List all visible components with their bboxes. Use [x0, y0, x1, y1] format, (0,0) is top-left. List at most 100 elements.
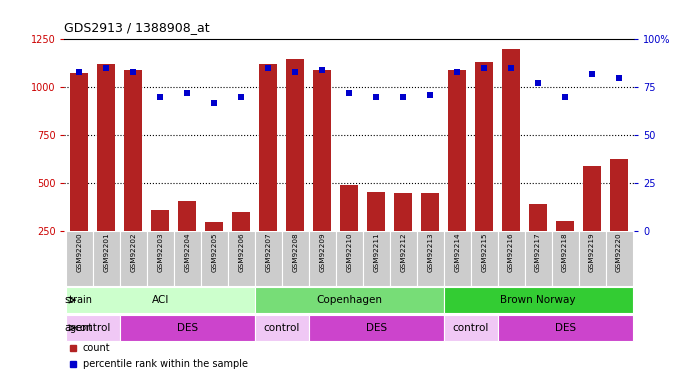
Point [614, 75, 624, 81]
Bar [443, 287, 633, 313]
Point [263, 65, 274, 71]
Bar [228, 231, 255, 286]
Bar [605, 231, 633, 286]
Text: GSM92214: GSM92214 [454, 232, 460, 272]
Text: DES: DES [365, 323, 386, 333]
Point [236, 94, 247, 100]
Bar [66, 315, 120, 340]
Bar [66, 231, 93, 286]
Text: control: control [452, 323, 489, 333]
Text: GSM92217: GSM92217 [535, 232, 541, 272]
Bar [530, 204, 547, 279]
Bar [308, 231, 336, 286]
Text: GSM92216: GSM92216 [508, 232, 514, 272]
Point [155, 94, 165, 100]
Point [371, 94, 382, 100]
Bar [178, 201, 196, 279]
Point [506, 65, 517, 71]
Text: GSM92209: GSM92209 [319, 232, 325, 272]
Bar [367, 192, 385, 279]
Text: GSM92219: GSM92219 [589, 232, 595, 272]
Text: GSM92205: GSM92205 [212, 232, 217, 272]
Bar [443, 231, 471, 286]
Point [101, 65, 112, 71]
Text: GSM92200: GSM92200 [76, 232, 82, 272]
Bar [340, 185, 358, 279]
Bar [475, 62, 493, 279]
Bar [255, 231, 281, 286]
Text: percentile rank within the sample: percentile rank within the sample [83, 359, 247, 369]
Bar [443, 315, 498, 340]
Bar [363, 231, 390, 286]
Bar [93, 231, 120, 286]
Point [559, 94, 570, 100]
Bar [395, 194, 412, 279]
Text: GSM92208: GSM92208 [292, 232, 298, 272]
Point [452, 69, 462, 75]
Text: control: control [75, 323, 111, 333]
Bar [66, 287, 255, 313]
Bar [201, 231, 228, 286]
Bar [174, 231, 201, 286]
Point [586, 71, 597, 77]
Bar [448, 70, 466, 279]
Bar [281, 231, 308, 286]
Text: DES: DES [555, 323, 576, 333]
Text: Copenhagen: Copenhagen [316, 295, 382, 305]
Text: agent: agent [64, 323, 93, 333]
Point [317, 67, 327, 73]
Bar [417, 231, 443, 286]
Text: ACI: ACI [152, 295, 169, 305]
Bar [610, 159, 628, 279]
Bar [146, 231, 174, 286]
Bar [71, 73, 88, 279]
Text: GSM92220: GSM92220 [616, 232, 622, 272]
Text: GSM92211: GSM92211 [373, 232, 379, 272]
Bar [502, 49, 520, 279]
Bar [390, 231, 417, 286]
Bar [120, 231, 146, 286]
Bar [120, 315, 255, 340]
Bar [313, 70, 331, 279]
Bar [471, 231, 498, 286]
Text: GSM92215: GSM92215 [481, 232, 487, 272]
Bar [205, 222, 223, 279]
Text: GSM92210: GSM92210 [346, 232, 352, 272]
Bar [233, 211, 250, 279]
Bar [151, 210, 169, 279]
Text: strain: strain [64, 295, 93, 305]
Text: control: control [264, 323, 300, 333]
Bar [286, 58, 304, 279]
Text: GSM92206: GSM92206 [238, 232, 244, 272]
Point [182, 90, 193, 96]
Point [533, 80, 544, 86]
Text: GSM92201: GSM92201 [103, 232, 109, 272]
Text: GSM92218: GSM92218 [562, 232, 568, 272]
Bar [125, 70, 142, 279]
Text: GSM92202: GSM92202 [130, 232, 136, 272]
Point [424, 92, 435, 98]
Text: GSM92203: GSM92203 [157, 232, 163, 272]
Text: GSM92204: GSM92204 [184, 232, 191, 272]
Text: GSM92212: GSM92212 [400, 232, 406, 272]
Point [344, 90, 355, 96]
Bar [421, 192, 439, 279]
Bar [583, 166, 601, 279]
Text: GDS2913 / 1388908_at: GDS2913 / 1388908_at [64, 21, 210, 34]
Bar [498, 315, 633, 340]
Bar [98, 64, 115, 279]
Point [398, 94, 409, 100]
Point [290, 69, 300, 75]
Bar [255, 315, 308, 340]
Point [209, 99, 220, 105]
Point [479, 65, 490, 71]
Text: GSM92213: GSM92213 [427, 232, 433, 272]
Bar [578, 231, 605, 286]
Text: Brown Norway: Brown Norway [500, 295, 576, 305]
Bar [260, 64, 277, 279]
Bar [336, 231, 363, 286]
Bar [557, 221, 574, 279]
Bar [525, 231, 552, 286]
Text: DES: DES [177, 323, 198, 333]
Bar [498, 231, 525, 286]
